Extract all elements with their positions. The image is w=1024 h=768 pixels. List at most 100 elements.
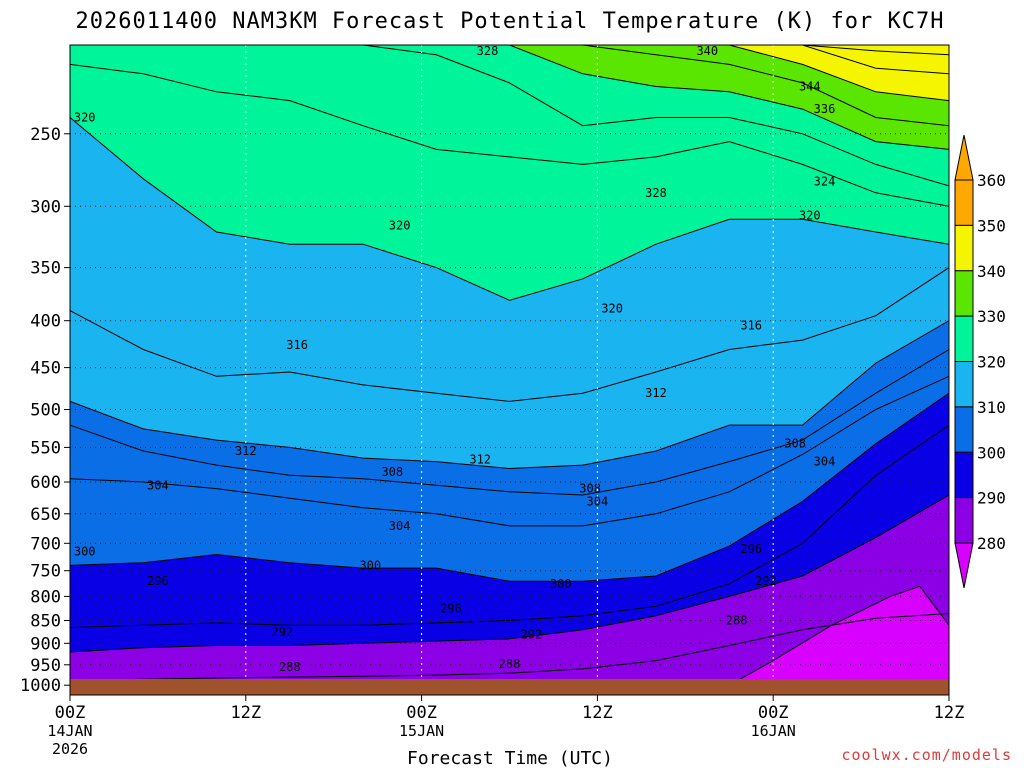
isentrope-320 — [70, 117, 949, 301]
y-tick-label: 700 — [30, 534, 61, 554]
isentrope-292 — [70, 494, 949, 653]
y-axis: 2503003504004505005506006507007508008509… — [20, 125, 70, 696]
contour-label: 300 — [359, 558, 381, 572]
contour-label: 288 — [726, 614, 748, 628]
contour-labels: 320 328 340 344 336 324 328 320 320 320 316 316 312 3… — [74, 44, 836, 674]
y-tick-label: 300 — [30, 197, 61, 217]
colorbar-segment — [954, 179, 974, 226]
contour-label: 296 — [440, 602, 462, 616]
contour-label: 288 — [499, 657, 521, 671]
contour-label: 308 — [784, 437, 806, 451]
x-tick-year: 2026 — [52, 740, 88, 758]
x-tick-label: 12Z — [934, 703, 965, 723]
contour-label: 312 — [469, 453, 491, 467]
contour-lines — [70, 45, 949, 679]
colorbar-segment — [954, 497, 974, 544]
colorbar-label: 340 — [977, 262, 1006, 281]
contour-label: 300 — [74, 545, 96, 559]
isentrope-304 — [70, 375, 949, 527]
contour-label: 292 — [755, 574, 777, 588]
y-tick-label: 400 — [30, 312, 61, 332]
colorbar-bottom-arrow — [954, 542, 974, 589]
contour-label: 296 — [740, 542, 762, 556]
credit-text: coolwx.com/models — [841, 746, 1012, 764]
contour-label: 328 — [645, 186, 667, 200]
cold-pool-below-280 — [740, 586, 949, 679]
grid-lines — [70, 45, 949, 679]
colorbar-segment — [954, 361, 974, 408]
chart-title: 2026011400 NAM3KM Forecast Potential Tem… — [76, 9, 945, 34]
contour-label: 300 — [550, 577, 572, 591]
x-tick-date: 15JAN — [399, 722, 444, 740]
colorbar-label: 310 — [977, 398, 1006, 417]
y-tick-label: 950 — [30, 656, 61, 676]
x-tick-label: 00Z — [406, 703, 437, 723]
colorbar-segment — [954, 224, 974, 272]
contour-label: 336 — [814, 102, 836, 116]
x-tick-label: 12Z — [230, 703, 261, 723]
filled-contours — [70, 45, 949, 679]
contour-label: 304 — [587, 494, 609, 508]
contour-label: 320 — [601, 302, 623, 316]
plot-frame — [69, 44, 950, 696]
contour-label: 320 — [799, 209, 821, 223]
isentrope-300 — [70, 392, 949, 582]
colorbar-top-arrow — [954, 134, 974, 181]
isentrope-316 — [70, 267, 949, 402]
contour-label: 288 — [279, 660, 301, 674]
isentrope-336 — [70, 45, 949, 127]
y-tick-label: 500 — [30, 401, 61, 421]
contour-label: 292 — [272, 625, 294, 639]
y-tick-label: 550 — [30, 438, 61, 458]
isentrope-312 — [70, 320, 949, 470]
isentrope-332 — [70, 45, 949, 150]
colorbar: 360 350 340 330 320 310 300 290 280 — [954, 134, 1006, 589]
band-348 — [70, 45, 949, 55]
ground-surface — [70, 679, 949, 695]
y-tick-label: 900 — [30, 634, 61, 654]
y-tick-label: 250 — [30, 125, 61, 145]
contour-label: 320 — [74, 111, 96, 125]
contour-label: 308 — [579, 482, 601, 496]
colorbar-label: 330 — [977, 307, 1006, 326]
y-tick-label: 800 — [30, 587, 61, 607]
isentrope-328 — [70, 45, 949, 187]
contour-label: 316 — [740, 319, 762, 333]
y-tick-label: 350 — [30, 259, 61, 279]
colorbar-label: 290 — [977, 489, 1006, 508]
x-tick-date: 16JAN — [751, 722, 796, 740]
colorbar-segment — [954, 406, 974, 453]
isentrope-340 — [70, 45, 949, 102]
isentrope-324 — [70, 63, 949, 207]
contour-label: 296 — [147, 574, 169, 588]
contour-label: 312 — [235, 444, 257, 458]
x-axis-label: Forecast Time (UTC) — [407, 748, 613, 768]
colorbar-label: 300 — [977, 443, 1006, 462]
plot-area: 320 328 340 344 336 324 328 320 320 320 316 316 312 3… — [70, 44, 949, 679]
x-tick-label: 00Z — [55, 703, 86, 723]
contour-label: 328 — [477, 44, 499, 58]
y-tick-label: 600 — [30, 473, 61, 493]
y-tick-label: 450 — [30, 359, 61, 379]
isentrope-288 — [132, 613, 949, 679]
colorbar-segment — [954, 451, 974, 499]
contour-label: 304 — [147, 478, 169, 492]
contour-label: 304 — [814, 455, 836, 469]
isentrope-308 — [70, 349, 949, 496]
colorbar-segment — [954, 270, 974, 317]
x-tick-label: 12Z — [582, 703, 613, 723]
x-tick-date: 14JAN — [47, 722, 92, 740]
band-332 — [70, 45, 949, 150]
colorbar-label: 350 — [977, 216, 1006, 235]
x-tick-label: 00Z — [758, 703, 789, 723]
contour-label: 292 — [521, 627, 543, 641]
contour-label: 312 — [645, 386, 667, 400]
contour-label: 316 — [286, 338, 308, 352]
contour-label: 304 — [389, 519, 411, 533]
y-tick-label: 850 — [30, 612, 61, 632]
y-tick-label: 650 — [30, 505, 61, 525]
y-tick-label: 1000 — [20, 676, 61, 696]
contour-label: 320 — [389, 219, 411, 233]
